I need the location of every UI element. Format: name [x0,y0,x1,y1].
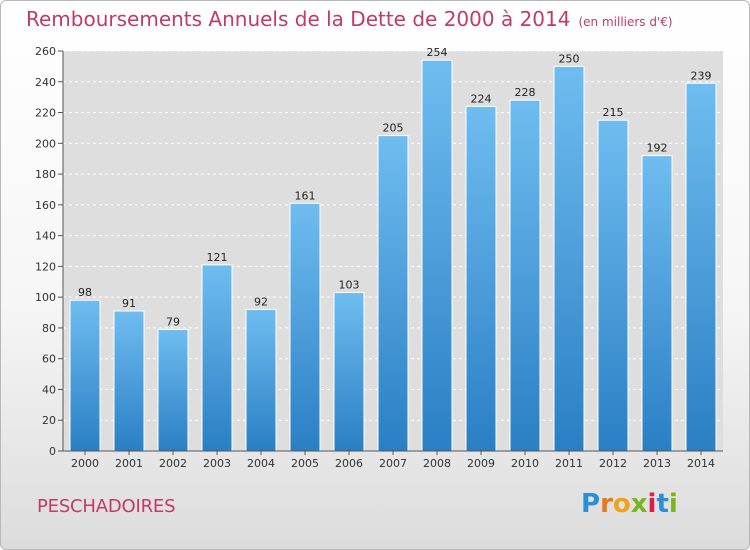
data-labels: 98 91 79 121 92 161 103 205 254 224 228 250 215 192 23… [78,46,712,328]
x-tick-label: 2004 [247,457,275,470]
bar-2010 [509,99,541,452]
x-tick-label: 2007 [379,457,407,470]
data-label-2011: 250 [559,52,580,65]
y-axis: 0 20 40 60 80 100 120 140 160 180 200 220 240 260 [35,45,64,458]
data-label-2005: 161 [295,189,316,202]
logo-letter: o [612,489,631,519]
title-text: Remboursements Annuels de la Dette de 20… [26,7,571,31]
bar-2001 [113,310,145,452]
bar-2012 [597,119,629,452]
chart-title: Remboursements Annuels de la Dette de 20… [26,7,673,31]
logo-letter: x [630,489,648,519]
y-tick-label: 180 [35,168,56,181]
y-tick-label: 40 [42,383,56,396]
bar-2006 [333,292,365,452]
bars [69,59,717,452]
data-label-2012: 215 [603,106,624,119]
x-tick-label: 2001 [115,457,143,470]
subtitle-text: (en milliers d'€) [578,15,673,29]
logo-letter: P [581,489,601,519]
data-label-2004: 92 [254,295,268,308]
x-axis: 2000 2001 2002 2003 2004 2005 2006 2007 2008 2009… [63,450,723,470]
x-tick-label: 2014 [687,457,715,470]
bar-2002 [157,328,189,452]
y-tick-label: 160 [35,199,56,212]
x-tick-label: 2003 [203,457,231,470]
y-tick-label: 0 [49,445,56,458]
y-tick-label: 60 [42,353,56,366]
y-tick-label: 240 [35,76,56,89]
proxiti-logo[interactable]: Proxiti [581,489,678,519]
commune-name: PESCHADOIRES [37,496,176,517]
data-label-2006: 103 [339,279,360,292]
data-label-2007: 205 [383,122,404,135]
x-tick-label: 2012 [599,457,627,470]
bar-2008 [421,59,453,452]
logo-letter: r [600,489,613,519]
y-tick-label: 120 [35,260,56,273]
data-label-2001: 91 [122,297,136,310]
bar-2014 [685,82,717,452]
bar-2013 [641,155,673,452]
y-tick-label: 220 [35,107,56,120]
logo-letter: i [668,489,678,519]
x-tick-label: 2008 [423,457,451,470]
x-tick-label: 2005 [291,457,319,470]
bar-2009 [465,105,497,452]
y-tick-label: 20 [42,414,56,427]
data-label-2013: 192 [647,142,668,155]
bar-2000 [69,299,101,452]
logo-letter: t [656,489,669,519]
x-tick-label: 2000 [71,457,99,470]
y-tick-label: 80 [42,322,56,335]
data-label-2002: 79 [166,315,180,328]
data-label-2000: 98 [78,286,92,299]
x-tick-label: 2013 [643,457,671,470]
x-tick-label: 2009 [467,457,495,470]
bar-2005 [289,202,321,452]
y-tick-label: 260 [35,45,56,58]
x-tick-label: 2011 [555,457,583,470]
bar-2007 [377,135,409,452]
bar-2011 [553,65,585,452]
bar-2004 [245,308,277,452]
y-tick-label: 100 [35,291,56,304]
logo-letter: i [647,489,657,519]
x-tick-label: 2010 [511,457,539,470]
bar-2003 [201,264,233,452]
data-label-2009: 224 [471,92,492,105]
y-tick-label: 140 [35,230,56,243]
data-label-2010: 228 [515,86,536,99]
x-tick-label: 2002 [159,457,187,470]
data-label-2014: 239 [691,69,712,82]
x-tick-label: 2006 [335,457,363,470]
data-label-2003: 121 [207,251,228,264]
y-tick-label: 200 [35,137,56,150]
data-label-2008: 254 [427,46,448,59]
